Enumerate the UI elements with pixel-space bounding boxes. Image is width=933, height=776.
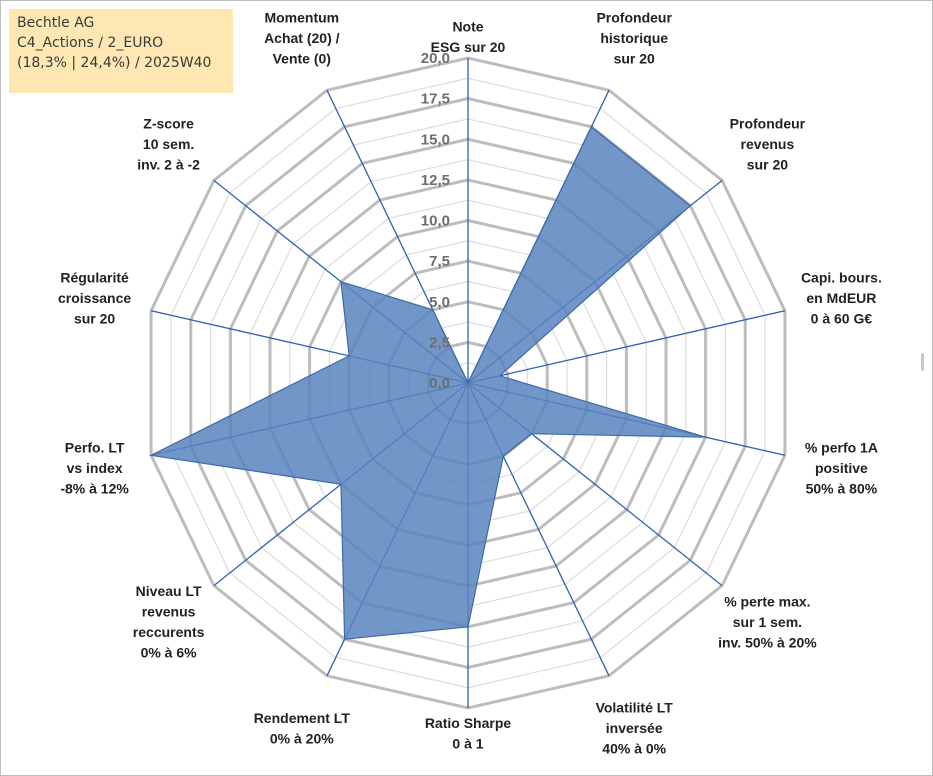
tick-label: 12,5 [421, 172, 450, 189]
axis-label-line: 40% à 0% [602, 741, 666, 757]
axis-label-line: ESG sur 20 [431, 39, 506, 55]
axis-label: % perfo 1A positive 50% à 80% [805, 440, 878, 497]
axis-label-line: Achat (20) / [264, 30, 340, 46]
radar-series [149, 125, 706, 640]
axis-label: Ratio Sharpe 0 à 1 [425, 715, 512, 752]
axis-label: % perte max. sur 1 sem. inv. 50% à 20% [718, 593, 817, 650]
axis-label-line: inv. 2 à -2 [137, 157, 200, 173]
tick-label: 0,0 [429, 375, 450, 392]
axis-label-line: % perfo 1A [805, 440, 878, 456]
axis-spoke [467, 310, 786, 384]
axis-label-line: Vente (0) [273, 50, 331, 66]
axis-label-line: 0 à 60 G€ [811, 310, 873, 326]
axis-label-line: inv. 50% à 20% [718, 634, 817, 650]
axis-label-line: 0 à 1 [452, 736, 483, 752]
company-name: Bechtle AG [17, 15, 95, 31]
axis-label-line: Ratio Sharpe [425, 715, 512, 731]
axis-label-line: revenus [142, 604, 196, 620]
tick-label: 20,0 [421, 50, 450, 67]
stats-label: (18,3% | 24,4%) / 2025W40 [17, 55, 212, 71]
axis-label-line: en MdEUR [806, 290, 876, 306]
axis-label-line: Profondeur [730, 116, 806, 132]
info-box: Bechtle AG C4_Actions / 2_EURO (18,3% | … [9, 9, 233, 93]
axis-label-line: sur 20 [74, 310, 115, 326]
axis-label-line: 0% à 20% [270, 730, 334, 746]
axis-label: Note ESG sur 20 [431, 19, 506, 56]
axis-label: Rendement LT 0% à 20% [254, 710, 351, 747]
axis-label-line: sur 1 sem. [733, 614, 802, 630]
scrollbar-thumb[interactable] [921, 353, 924, 371]
axis-label-line: historique [600, 30, 668, 46]
axis-label: Volatilité LT inversée 40% à 0% [596, 700, 674, 757]
axis-label-line: Z-score [143, 116, 194, 132]
radial-ticks: 0,0 2,5 5,0 7,5 10,0 12,5 15,0 17,5 20,0 [421, 50, 450, 392]
axis-label: Profondeur revenus sur 20 [730, 116, 806, 173]
axis-label-line: positive [815, 460, 868, 476]
axis-labels: Note ESG sur 20 Profondeur historique sur 20… [58, 9, 882, 756]
tick-label: 7,5 [429, 253, 450, 270]
axis-label-line: -8% à 12% [60, 481, 129, 497]
tick-label: 2,5 [429, 334, 450, 351]
axis-label: Z-score 10 sem. inv. 2 à -2 [137, 116, 200, 173]
axis-label-line: % perte max. [724, 593, 810, 609]
category-label: C4_Actions / 2_EURO [17, 35, 164, 51]
axis-label-line: 0% à 6% [141, 645, 198, 661]
axis-label-line: revenus [741, 136, 795, 152]
axis-label: Profondeur historique sur 20 [596, 9, 672, 66]
axis-label-line: 10 sem. [143, 136, 194, 152]
axis-label-line: vs index [67, 460, 123, 476]
tick-label: 17,5 [421, 91, 450, 108]
tick-label: 5,0 [429, 294, 450, 311]
axis-label-line: sur 20 [614, 50, 655, 66]
axis-label-line: Volatilité LT [596, 700, 674, 716]
axis-label-line: Momentum [264, 9, 339, 25]
tick-label: 15,0 [421, 131, 450, 148]
axis-label: Perfo. LT vs index -8% à 12% [60, 440, 129, 497]
axis-label: Régularité croissance sur 20 [58, 269, 131, 326]
axis-label: Niveau LT revenus reccurents 0% à 6% [133, 583, 205, 661]
axis-label-line: Profondeur [596, 9, 672, 25]
tick-label: 10,0 [421, 213, 450, 230]
axis-label-line: Régularité [60, 269, 129, 285]
axis-label-line: 50% à 80% [806, 481, 878, 497]
axis-label-line: Perfo. LT [65, 440, 125, 456]
axis-label-line: Niveau LT [136, 583, 202, 599]
axis-label: Momentum Achat (20) / Vente (0) [264, 9, 340, 66]
axis-label-line: Note [452, 19, 483, 35]
axis-label-line: Rendement LT [254, 710, 351, 726]
axis-label: Capi. bours. en MdEUR 0 à 60 G€ [801, 269, 882, 326]
axis-label-line: croissance [58, 290, 131, 306]
axis-label-line: inversée [606, 720, 663, 736]
axis-label-line: Capi. bours. [801, 269, 882, 285]
axis-label-line: sur 20 [747, 157, 788, 173]
axis-label-line: reccurents [133, 624, 205, 640]
